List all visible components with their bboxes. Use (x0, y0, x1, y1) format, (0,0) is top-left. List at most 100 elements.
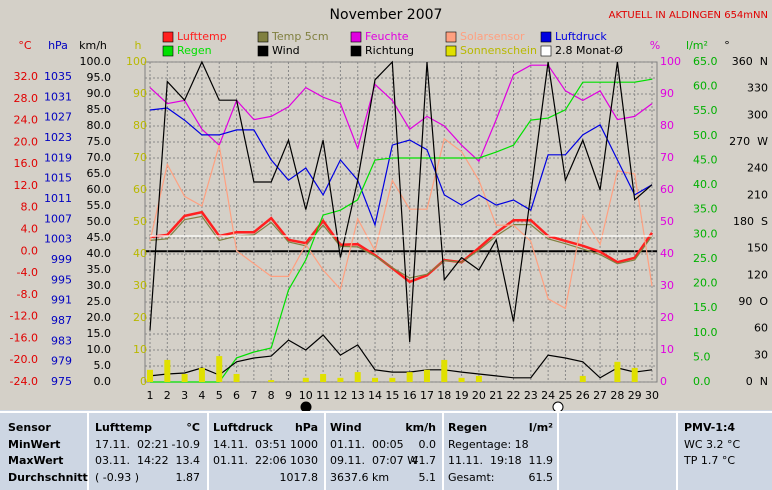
legend-swatch (350, 31, 362, 43)
sunshine-bar (320, 374, 327, 382)
table-cell: TP 1.7 °C (683, 454, 735, 467)
x-tick-label: 22 (507, 389, 521, 402)
axis-title: h (135, 39, 142, 52)
y-tick-label: 30 (660, 279, 674, 292)
y-tick-label: 1015 (44, 172, 72, 185)
y-tick-label: 70 (660, 151, 674, 164)
y-tick-label: 30 (754, 348, 768, 361)
y-tick-label: 100 (126, 55, 147, 68)
legend-label: Lufttemp (177, 30, 227, 43)
moon-new (552, 401, 564, 413)
y-tick-label: 30.0 (693, 227, 718, 240)
legend-label: Richtung (365, 44, 414, 57)
sunshine-bar (372, 377, 379, 382)
table-header: Wind (330, 421, 362, 434)
x-tick-label: 24 (541, 389, 555, 402)
legend-swatch (162, 31, 174, 43)
y-tick-label: 40.0 (693, 178, 718, 191)
x-tick-label: 1 (147, 389, 154, 402)
y-tick-label: 20 (660, 311, 674, 324)
x-tick-label: 28 (610, 389, 624, 402)
table-cell: 1030 (290, 454, 318, 467)
x-tick-label: 15 (385, 389, 399, 402)
y-tick-label: 60.0 (87, 183, 112, 196)
x-tick-label: 23 (524, 389, 538, 402)
y-tick-label: 25.0 (87, 295, 112, 308)
sunshine-bar (216, 356, 223, 382)
x-tick-label: 20 (472, 389, 486, 402)
y-tick-label: -20.0 (10, 353, 38, 366)
legend-label: Wind (272, 44, 300, 57)
table-cell: 09.11. 07:07 W (330, 454, 418, 467)
table-cell: ( -0.93 ) (95, 471, 139, 484)
y-tick-label: 1023 (44, 131, 72, 144)
y-tick-label: 80 (660, 119, 674, 132)
y-tick-label: 100 (660, 55, 681, 68)
y-tick-label: 25.0 (693, 252, 718, 265)
x-tick-label: 10 (299, 389, 313, 402)
y-tick-label: 45.0 (87, 231, 112, 244)
y-tick-label: 55.0 (87, 199, 112, 212)
table-cell: MaxWert (8, 454, 63, 467)
axis-title: l/m² (686, 39, 708, 52)
y-tick-label: 150 (747, 242, 768, 255)
x-tick-label: 27 (593, 389, 607, 402)
y-tick-label: 100.0 (80, 55, 112, 68)
y-tick-label: 55.0 (693, 104, 718, 117)
y-tick-label: 95.0 (87, 71, 112, 84)
y-tick-label: 28.0 (14, 92, 39, 105)
y-tick-label: 10 (660, 343, 674, 356)
y-tick-label: 20.0 (693, 277, 718, 290)
x-tick-label: 16 (403, 389, 417, 402)
y-tick-label: 0.0 (94, 375, 112, 388)
x-tick-label: 17 (420, 389, 434, 402)
sunshine-bar (389, 377, 396, 382)
x-tick-label: 3 (181, 389, 188, 402)
y-tick-label: 80.0 (87, 119, 112, 132)
legend-label: Regen (177, 44, 212, 57)
table-cell: 13.4 (176, 454, 201, 467)
y-tick-label: 90.0 (87, 87, 112, 100)
table-header: km/h (405, 421, 436, 434)
y-tick-label: 35.0 (87, 263, 112, 276)
axis-title: km/h (79, 39, 107, 52)
y-tick-label: 70 (133, 151, 147, 164)
y-tick-label: 5.0 (693, 350, 711, 363)
y-tick-label: 80 (133, 119, 147, 132)
y-tick-label: 1007 (44, 212, 72, 225)
y-tick-label: 360 N (732, 55, 768, 68)
sunshine-bar (441, 359, 448, 382)
y-tick-label: 995 (51, 273, 72, 286)
sunshine-bar (406, 372, 413, 382)
moon-full (300, 401, 312, 413)
x-tick-label: 6 (233, 389, 240, 402)
legend-label: Feuchte (365, 30, 409, 43)
y-tick-label: -24.0 (10, 375, 38, 388)
table-cell: 01.11. 00:05 (330, 438, 404, 451)
y-tick-label: 210 (747, 188, 768, 201)
y-tick-label: 975 (51, 375, 72, 388)
table-header: Sensor (8, 421, 51, 434)
legend-label: Sonnenschein (460, 44, 537, 57)
table-cell: WC 3.2 °C (684, 438, 741, 451)
y-tick-label: 90 O (738, 295, 768, 308)
table-cell: 3637.6 km (330, 471, 389, 484)
y-tick-label: 35.0 (693, 203, 718, 216)
x-tick-label: 14 (368, 389, 382, 402)
y-tick-label: 0 (660, 375, 667, 388)
axis-title: hPa (48, 39, 68, 52)
table-cell: 1000 (290, 438, 318, 451)
y-tick-label: 1027 (44, 111, 72, 124)
y-tick-label: 270 W (729, 135, 768, 148)
x-tick-label: 18 (437, 389, 451, 402)
y-tick-label: 85.0 (87, 103, 112, 116)
x-tick-label: 12 (333, 389, 347, 402)
y-tick-label: 50.0 (87, 215, 112, 228)
table-cell: 0.0 (419, 438, 437, 451)
station-label: AKTUELL IN ALDINGEN 654mNN (609, 10, 768, 21)
y-tick-label: 10.0 (693, 326, 718, 339)
sunshine-bar (198, 367, 205, 382)
series-line (149, 64, 653, 163)
series-line (149, 107, 653, 227)
